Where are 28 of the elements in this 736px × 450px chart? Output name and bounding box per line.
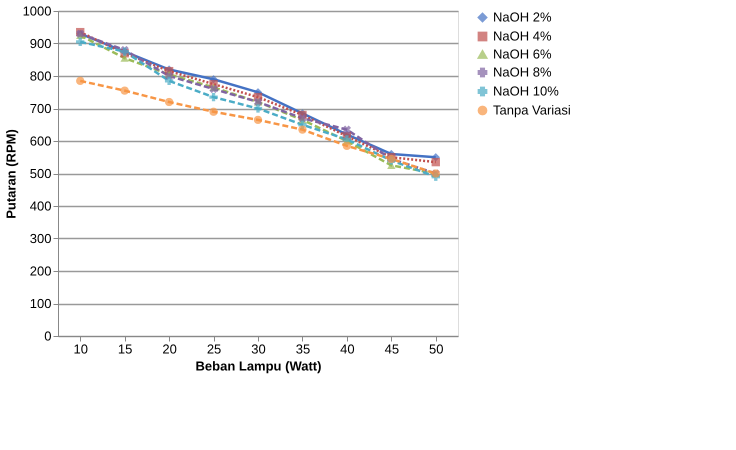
y-tick-label: 200	[30, 264, 52, 278]
legend-label: NaOH 4%	[493, 28, 552, 44]
y-tick-label: 100	[30, 296, 52, 311]
y-tick-label: 1000	[22, 4, 52, 18]
y-axis-title: Putaran (RPM)	[4, 129, 19, 219]
x-tick-label: 10	[73, 342, 88, 356]
y-tick-label: 700	[30, 101, 52, 116]
y-tick-label: 800	[30, 68, 52, 84]
legend-label: NaOH 2%	[493, 10, 552, 24]
x-axis-title: Beban Lampu (Watt)	[196, 358, 322, 374]
x-tick-label: 15	[118, 342, 132, 356]
y-tick-label: 0	[44, 328, 52, 344]
legend-label: NaOH 8%	[493, 64, 552, 80]
y-tick-label: 500	[30, 166, 52, 181]
y-tick-label: 300	[30, 231, 52, 246]
x-tick-label: 30	[251, 342, 266, 356]
x-tick-label: 50	[429, 342, 444, 356]
x-tick-label: 25	[206, 342, 222, 356]
y-tick-label: 400	[30, 198, 52, 214]
legend-label: Tanpa Variasi	[493, 102, 571, 118]
legend-label: NaOH 6%	[493, 46, 552, 62]
x-tick-label: 20	[162, 342, 177, 356]
y-tick-label: 900	[30, 36, 52, 51]
y-tick-label: 600	[30, 134, 52, 148]
x-tick-label: 45	[384, 342, 400, 356]
legend-label: NaOH 10%	[493, 84, 560, 98]
x-tick-label: 35	[296, 342, 310, 356]
x-tick-label: 40	[340, 342, 355, 356]
